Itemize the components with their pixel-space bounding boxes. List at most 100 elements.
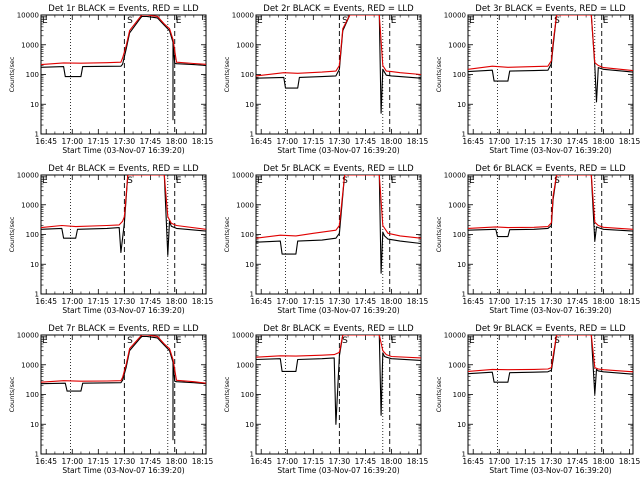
x-tick-label: 17:00 xyxy=(61,137,83,146)
y-tick-label: 10 xyxy=(457,421,466,429)
lld-series-line xyxy=(468,15,633,72)
lld-series-line xyxy=(41,15,206,66)
x-tick-label: 18:00 xyxy=(381,137,403,146)
x-tick-label: 18:00 xyxy=(593,457,615,466)
y-tick-label: 1 xyxy=(250,291,254,299)
y-tick-label: 10 xyxy=(457,261,466,269)
y-tick-label: 10000 xyxy=(17,332,39,340)
x-tick-label: 17:45 xyxy=(567,297,589,306)
y-tick-label: 10000 xyxy=(444,332,466,340)
x-axis-label: Start Time (03-Nov-07 16:39:20) xyxy=(62,466,184,475)
event-marker-E: E xyxy=(469,176,475,186)
detector-panel-3: Det 3r BLACK = Events, RED = LLD 1 10 100 10… xyxy=(435,4,640,155)
x-tick-label: 16:45 xyxy=(462,457,484,466)
x-tick-label: 17:45 xyxy=(567,137,589,146)
x-tick-label: 17:00 xyxy=(61,297,83,306)
x-tick-label: 18:00 xyxy=(166,457,188,466)
x-tick-label: 17:00 xyxy=(488,457,510,466)
x-tick-label: 16:45 xyxy=(250,457,272,466)
x-tick-label: 17:15 xyxy=(88,457,110,466)
x-axis-label: Start Time (03-Nov-07 16:39:20) xyxy=(277,306,399,315)
y-axis-label: Counts/sec xyxy=(8,216,16,252)
x-tick-label: 17:15 xyxy=(515,137,537,146)
y-tick-label: 10 xyxy=(30,101,39,109)
events-series-line xyxy=(468,15,633,103)
y-tick-label: 10 xyxy=(30,261,39,269)
y-axis-label: Counts/sec xyxy=(8,56,16,92)
detector-panel-8: Det 8r BLACK = Events, RED = LLD 1 10 100 10… xyxy=(223,324,429,475)
x-tick-label: 17:30 xyxy=(541,137,563,146)
y-tick-label: 1 xyxy=(250,451,254,459)
x-tick-label: 18:00 xyxy=(166,297,188,306)
events-series-line xyxy=(256,15,421,114)
x-tick-label: 17:30 xyxy=(329,457,351,466)
x-tick-label: 17:15 xyxy=(515,457,537,466)
x-tick-label: 18:15 xyxy=(192,137,214,146)
x-tick-label: 18:00 xyxy=(381,297,403,306)
y-tick-label: 1000 xyxy=(21,361,39,369)
x-axis-label: Start Time (03-Nov-07 16:39:20) xyxy=(489,466,611,475)
event-marker-E: E xyxy=(176,16,182,26)
y-tick-label: 10000 xyxy=(444,12,466,20)
x-tick-label: 17:45 xyxy=(140,137,162,146)
x-tick-label: 18:15 xyxy=(407,297,429,306)
x-tick-label: 17:15 xyxy=(303,297,325,306)
detector-panel-9: Det 9r BLACK = Events, RED = LLD 1 10 100 10… xyxy=(435,324,640,475)
event-marker-S: S xyxy=(554,336,560,346)
event-marker-S: S xyxy=(554,176,560,186)
events-series-line xyxy=(41,175,206,256)
detector-panel-5: Det 5r BLACK = Events, RED = LLD 1 10 100 10… xyxy=(223,164,429,315)
y-tick-label: 1 xyxy=(35,451,39,459)
x-tick-label: 17:30 xyxy=(114,137,136,146)
x-tick-label: 16:45 xyxy=(250,137,272,146)
plot-frame xyxy=(467,334,634,455)
event-marker-S: S xyxy=(127,336,133,346)
y-tick-label: 10 xyxy=(245,101,254,109)
event-marker-E: E xyxy=(42,336,48,346)
plot-frame xyxy=(40,14,207,135)
event-marker-E: E xyxy=(176,336,182,346)
x-tick-label: 17:30 xyxy=(329,137,351,146)
y-tick-label: 10 xyxy=(30,421,39,429)
x-tick-label: 17:30 xyxy=(541,457,563,466)
plot-frame xyxy=(255,14,422,135)
lld-series-line xyxy=(256,175,421,239)
x-tick-label: 18:15 xyxy=(192,457,214,466)
panel-title: Det 9r BLACK = Events, RED = LLD xyxy=(475,324,626,334)
x-tick-label: 16:45 xyxy=(35,137,57,146)
event-marker-S: S xyxy=(342,336,348,346)
detector-panel-2: Det 2r BLACK = Events, RED = LLD 1 10 100 10… xyxy=(223,4,429,155)
x-tick-label: 16:45 xyxy=(35,457,57,466)
panel-title: Det 1r BLACK = Events, RED = LLD xyxy=(48,4,199,14)
x-tick-label: 17:00 xyxy=(488,297,510,306)
events-series-line xyxy=(41,335,206,441)
y-tick-label: 1 xyxy=(462,291,466,299)
y-tick-label: 1 xyxy=(35,291,39,299)
lld-series-line xyxy=(41,175,206,230)
event-marker-E: E xyxy=(391,336,397,346)
x-tick-label: 18:15 xyxy=(619,137,640,146)
y-tick-label: 1000 xyxy=(236,361,254,369)
detector-panel-4: Det 4r BLACK = Events, RED = LLD 1 10 100 10… xyxy=(8,164,214,315)
lld-series-line xyxy=(41,335,206,384)
lld-series-line xyxy=(256,15,421,77)
event-marker-E: E xyxy=(469,336,475,346)
event-marker-E: E xyxy=(176,176,182,186)
event-marker-E: E xyxy=(469,16,475,26)
x-tick-label: 17:00 xyxy=(276,457,298,466)
y-tick-label: 1 xyxy=(35,131,39,139)
x-tick-label: 17:45 xyxy=(355,457,377,466)
x-tick-label: 16:45 xyxy=(35,297,57,306)
panel-title: Det 6r BLACK = Events, RED = LLD xyxy=(475,164,626,174)
panel-title: Det 3r BLACK = Events, RED = LLD xyxy=(475,4,626,14)
x-tick-label: 17:15 xyxy=(515,297,537,306)
x-tick-label: 17:45 xyxy=(140,457,162,466)
x-tick-label: 17:15 xyxy=(88,137,110,146)
x-axis-label: Start Time (03-Nov-07 16:39:20) xyxy=(489,306,611,315)
event-marker-S: S xyxy=(342,176,348,186)
detector-panel-7: Det 7r BLACK = Events, RED = LLD 1 10 100 10… xyxy=(8,324,214,475)
event-marker-E: E xyxy=(257,336,263,346)
x-tick-label: 18:15 xyxy=(407,457,429,466)
x-axis-label: Start Time (03-Nov-07 16:39:20) xyxy=(277,466,399,475)
x-tick-label: 17:30 xyxy=(541,297,563,306)
